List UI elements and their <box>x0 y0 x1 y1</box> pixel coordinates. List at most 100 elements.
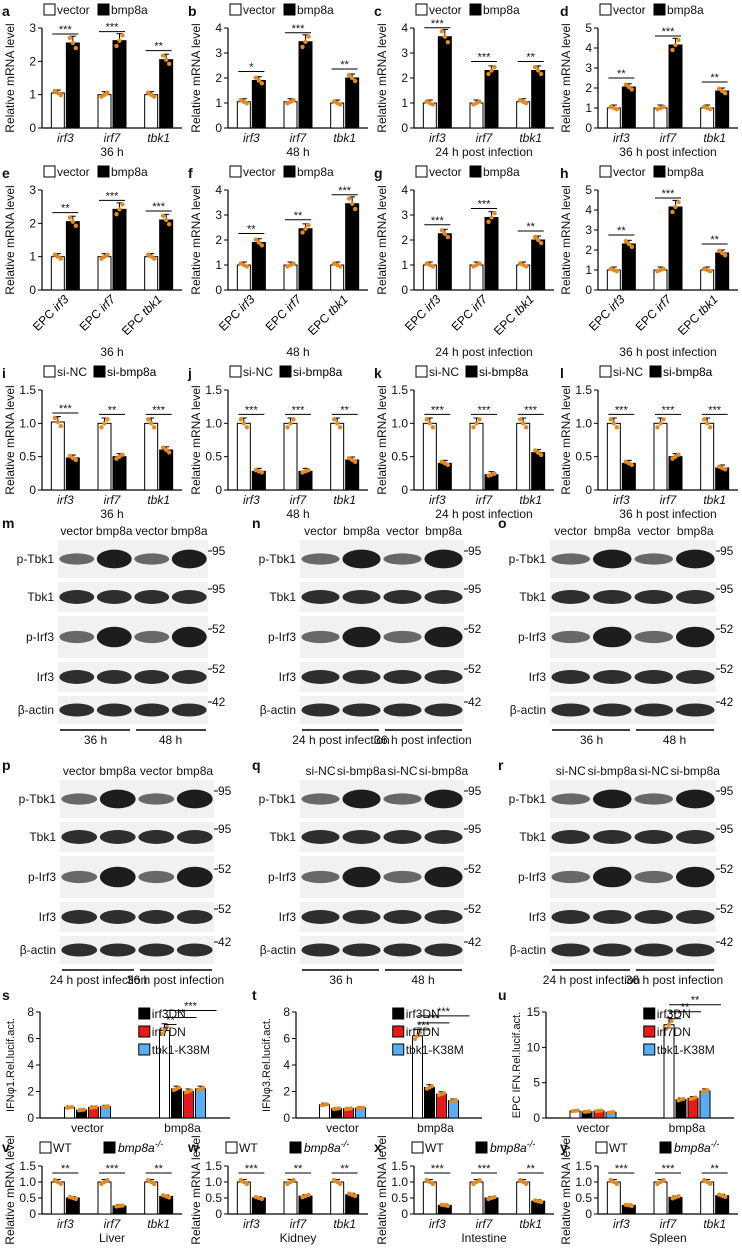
data-point <box>253 75 259 80</box>
data-point <box>673 204 678 210</box>
bar-WT-2 <box>700 1181 715 1215</box>
data-point <box>259 1196 265 1202</box>
legend-swatch-0 <box>599 365 612 378</box>
data-point <box>415 1033 420 1038</box>
sig-label-2: ** <box>154 1163 163 1175</box>
data-point <box>707 1181 713 1187</box>
band <box>551 910 591 924</box>
y-tick-label: 5 <box>533 1076 540 1090</box>
sig-label-0: *** <box>615 1163 629 1175</box>
sig-label-2: ** <box>526 52 535 64</box>
band <box>138 793 175 805</box>
band <box>176 789 213 809</box>
data-point <box>114 43 119 49</box>
lane-label-3: si-bmp8a <box>419 764 469 778</box>
panel-letter-n: n <box>252 515 261 531</box>
row-label-0: p-Tbk1 <box>19 792 57 806</box>
legend-label-2: tbk1-K38M <box>406 1043 464 1057</box>
y-axis-label: Relative mRNA level <box>3 23 17 132</box>
panel-letter-a: a <box>2 3 10 19</box>
x-tick-label: irf7 <box>660 131 678 145</box>
bar-vector-2 <box>144 256 159 291</box>
band <box>675 830 715 844</box>
data-point <box>430 1181 436 1187</box>
sig-label-1: *** <box>106 190 120 202</box>
y-axis-label: Relative mRNA level <box>559 1135 573 1244</box>
panel-letter-o: o <box>498 515 507 531</box>
x-tick-label: tbk1 <box>519 131 542 145</box>
legend-superscript: -/- <box>155 1139 164 1149</box>
band <box>96 670 132 684</box>
data-point <box>430 425 436 430</box>
row-label-2: p-Irf3 <box>28 870 56 884</box>
x-tick-label: EPC irf3 <box>402 292 444 334</box>
lane-label-2: vector <box>140 764 173 778</box>
data-point <box>669 1018 674 1023</box>
band <box>134 630 170 644</box>
legend-label-1: bmp8a <box>667 165 704 179</box>
band <box>675 703 715 717</box>
group-label-0: 24 h post infection <box>543 973 640 987</box>
x-tick-label: EPC irf3 <box>216 292 258 334</box>
bar-vector-1 <box>653 269 668 291</box>
row-label-3: Irf3 <box>529 670 547 684</box>
bar-series2-1 <box>183 1091 194 1119</box>
legend-superscript: -/- <box>527 1139 536 1149</box>
legend-swatch-1 <box>653 3 666 16</box>
band <box>424 943 463 957</box>
data-point <box>492 471 497 476</box>
x-tick-label: irf7 <box>476 131 494 145</box>
band <box>301 630 340 644</box>
data-point <box>201 1085 205 1090</box>
band <box>99 830 136 844</box>
x-tick-label: irf3 <box>613 131 630 145</box>
chart-caption: Liver <box>99 1231 125 1245</box>
row-label-1: Tbk1 <box>27 590 54 604</box>
bar-vector-1 <box>469 264 484 291</box>
band <box>342 866 381 888</box>
data-point <box>693 1095 698 1100</box>
sig-label-1: ** <box>176 1008 185 1020</box>
y-tick-label: 8 <box>27 1005 34 1019</box>
data-point <box>331 417 337 422</box>
sig-label-1: *** <box>106 1163 120 1175</box>
y-tick-label: 0 <box>215 283 222 297</box>
data-point <box>445 1203 451 1209</box>
panel-letter-k: k <box>374 365 382 381</box>
band <box>176 943 213 957</box>
bar-si-NC-2 <box>330 422 345 491</box>
data-point <box>346 72 352 78</box>
band <box>301 670 340 684</box>
band <box>301 870 340 884</box>
x-tick-label: EPC irf7 <box>263 291 305 333</box>
band <box>592 549 632 569</box>
band <box>176 910 213 924</box>
panel-letter-i: i <box>2 365 6 381</box>
y-axis-label: Relative mRNA level <box>189 23 203 132</box>
band <box>171 670 207 684</box>
x-tick-label: tbk1 <box>333 493 356 507</box>
data-point <box>520 421 526 426</box>
data-point <box>189 1088 193 1093</box>
legend-label-1: bmp8a-/- <box>118 1139 163 1155</box>
bar-vector-0 <box>50 92 65 129</box>
data-point <box>70 219 76 224</box>
band <box>551 830 591 844</box>
data-point <box>673 42 678 48</box>
sig-label-2: *** <box>524 404 538 416</box>
data-point <box>291 1177 296 1183</box>
data-point <box>346 196 352 201</box>
group-label-0: 36 h <box>84 733 107 747</box>
data-point <box>151 256 157 261</box>
x-tick-label: EPC irf3 <box>30 292 72 334</box>
data-point <box>474 421 479 426</box>
sig-label-1: ** <box>294 1163 303 1175</box>
group-label-0: 36 h <box>329 973 352 987</box>
y-tick-label: 1.0 <box>19 416 36 430</box>
sig-label-2: ** <box>340 404 349 416</box>
data-point <box>166 61 172 66</box>
row-label-4: β-actin <box>18 703 54 717</box>
data-point <box>477 261 482 266</box>
lane-label-1: bmp8a <box>594 524 631 538</box>
band <box>171 703 207 717</box>
